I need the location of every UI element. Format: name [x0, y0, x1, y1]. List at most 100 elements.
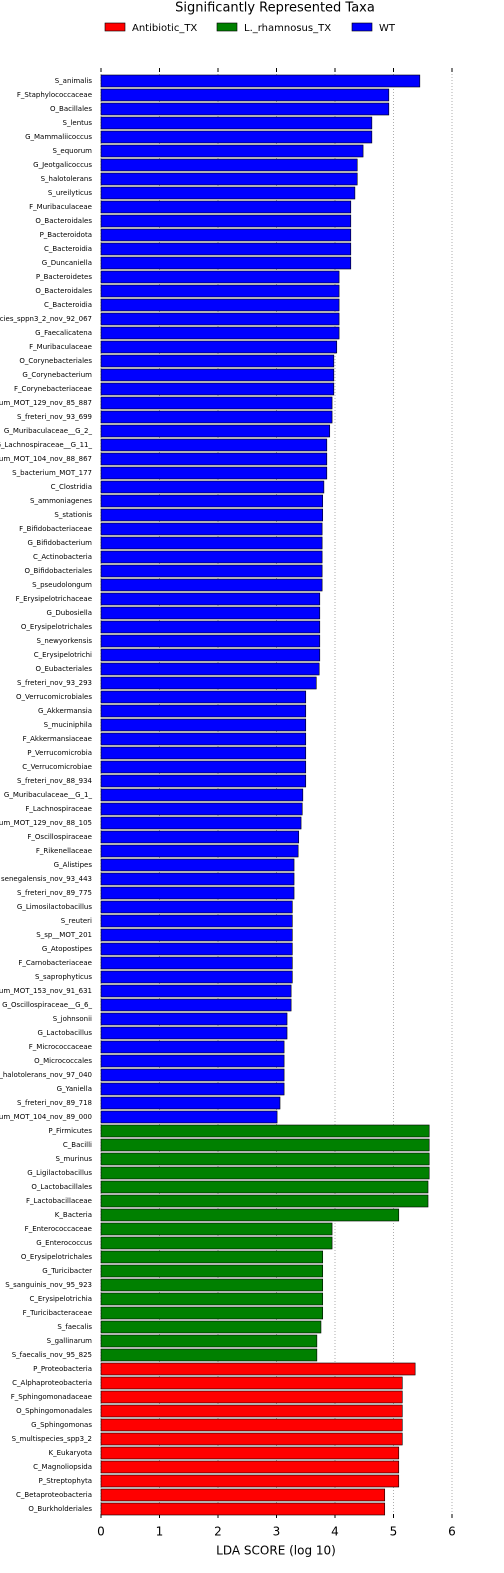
y-tick-label: C_Actinobacteria [33, 553, 92, 561]
y-tick-label: O_Bacillales [50, 105, 92, 113]
bar [100, 704, 307, 718]
bar [100, 1026, 288, 1040]
y-tick-label: G_Dubosiella [46, 609, 92, 617]
y-tick-label: G_Turicibacter [42, 1267, 92, 1275]
bar [100, 1292, 324, 1306]
y-tick-label: P_Streptophyta [39, 1477, 92, 1485]
bar [100, 1082, 285, 1096]
x-tick-label: 6 [448, 1525, 456, 1539]
y-tick-label: F_Rikenellaceae [36, 847, 92, 855]
bar [100, 1068, 285, 1082]
bar [100, 676, 317, 690]
bar [100, 788, 304, 802]
bar [100, 998, 292, 1012]
y-tick-label: G_Muribaculaceae__G_2_ [4, 427, 93, 435]
y-tick-label: um_MOT_129_nov_88_105 [0, 819, 92, 827]
y-tick-label: S_sanguinis_nov_95_923 [5, 1281, 92, 1289]
y-tick-label: G_Alistipes [54, 861, 93, 869]
bar [100, 368, 335, 382]
bar [100, 900, 293, 914]
y-tick-label: G_Lachnospiraceae__G_11_ [0, 441, 92, 449]
bar [100, 1404, 403, 1418]
bar [100, 1040, 285, 1054]
x-tick-label: 1 [156, 1525, 164, 1539]
bar [100, 634, 321, 648]
y-tick-label: F_Carnobacteriaceae [18, 959, 92, 967]
y-tick-label: C_Erysipelotrichi [34, 651, 92, 659]
bar [100, 102, 390, 116]
y-tick-label: S_equorum [52, 147, 92, 155]
bar [100, 1110, 278, 1124]
bar [100, 648, 321, 662]
y-tick-label: F_Staphylococcaceae [17, 91, 92, 99]
bar [100, 1362, 416, 1376]
y-tick-label: S_stationis [54, 511, 92, 519]
bar [100, 1096, 281, 1110]
y-tick-label: S_muciniphila [44, 721, 92, 729]
y-tick-label: S_reuteri [61, 917, 92, 925]
bar [100, 844, 299, 858]
bar [100, 1418, 403, 1432]
y-tick-label: P_Firmicutes [48, 1127, 92, 1135]
y-tick-label: um_MOT_104_nov_89_000 [0, 1113, 92, 1121]
y-tick-label: F_Sphingomonadaceae [11, 1393, 92, 1401]
bar [100, 1166, 430, 1180]
bar [100, 256, 352, 270]
y-tick-label: K_Eukaryota [48, 1449, 92, 1457]
y-tick-label: G_Bifidobacterium [27, 539, 92, 547]
bar [100, 1054, 285, 1068]
y-tick-label: um_MOT_129_nov_85_887 [0, 399, 92, 407]
bar [100, 1348, 318, 1362]
y-tick-label: G_Muribaculaceae__G_1_ [4, 791, 93, 799]
bar [100, 942, 293, 956]
bar [100, 970, 293, 984]
bar [100, 144, 364, 158]
y-tick-label: S_freteri_nov_88_934 [17, 777, 92, 785]
bar [100, 732, 307, 746]
bar [100, 606, 321, 620]
bar [100, 452, 328, 466]
y-tick-label: O_Erysipelotrichales [21, 623, 92, 631]
bar [100, 494, 324, 508]
y-tick-label: C_Alphaproteobacteria [12, 1379, 92, 1387]
bar [100, 1264, 324, 1278]
y-tick-label: K_Bacteria [55, 1211, 92, 1219]
y-tick-label: G_Oscillospiraceae__G_6_ [2, 1001, 92, 1009]
bar [100, 116, 373, 130]
bar [100, 984, 292, 998]
y-tick-label: S_animalis [55, 77, 93, 85]
bar [100, 690, 307, 704]
y-tick-label: G_Corynebacterium [22, 371, 92, 379]
bar [100, 746, 307, 760]
y-tick-label: F_Lachnospiraceae [25, 805, 92, 813]
y-tick-label: S_ammoniagenes [30, 497, 92, 505]
bar [100, 298, 340, 312]
y-tick-label: P_Bacteroidota [40, 231, 92, 239]
bar [100, 718, 307, 732]
bar [100, 1432, 403, 1446]
y-tick-label: S_gallinarum [47, 1337, 93, 1345]
y-tick-label: S_sp__MOT_201 [36, 931, 92, 939]
y-tick-label: S_multispecies_spp3_2 [12, 1435, 92, 1443]
bar [100, 662, 320, 676]
y-tick-label: S_freteri_nov_93_699 [17, 413, 92, 421]
bar [100, 200, 352, 214]
bar [100, 186, 356, 200]
y-tick-label: G_Lactobacillus [38, 1029, 93, 1037]
bar [100, 536, 323, 550]
bar [100, 1334, 318, 1348]
y-tick-label: G_Limosilactobacillus [17, 903, 92, 911]
bar [100, 396, 333, 410]
bar [100, 1222, 333, 1236]
y-tick-label: F_Oscillospiraceae [27, 833, 92, 841]
y-tick-label: S_saprophyticus [35, 973, 92, 981]
bar [100, 1208, 400, 1222]
bar [100, 424, 331, 438]
legend-swatch [104, 22, 126, 32]
y-tick-label: F_Muribaculaceae [29, 343, 92, 351]
bar [100, 914, 293, 928]
y-tick-label: S_freteri_nov_93_293 [17, 679, 92, 687]
legend-label: L._rhamnosus_TX [244, 23, 331, 34]
y-tick-label: F_Corynebacteriaceae [14, 385, 92, 393]
y-tick-label: C_Bacilli [63, 1141, 92, 1149]
